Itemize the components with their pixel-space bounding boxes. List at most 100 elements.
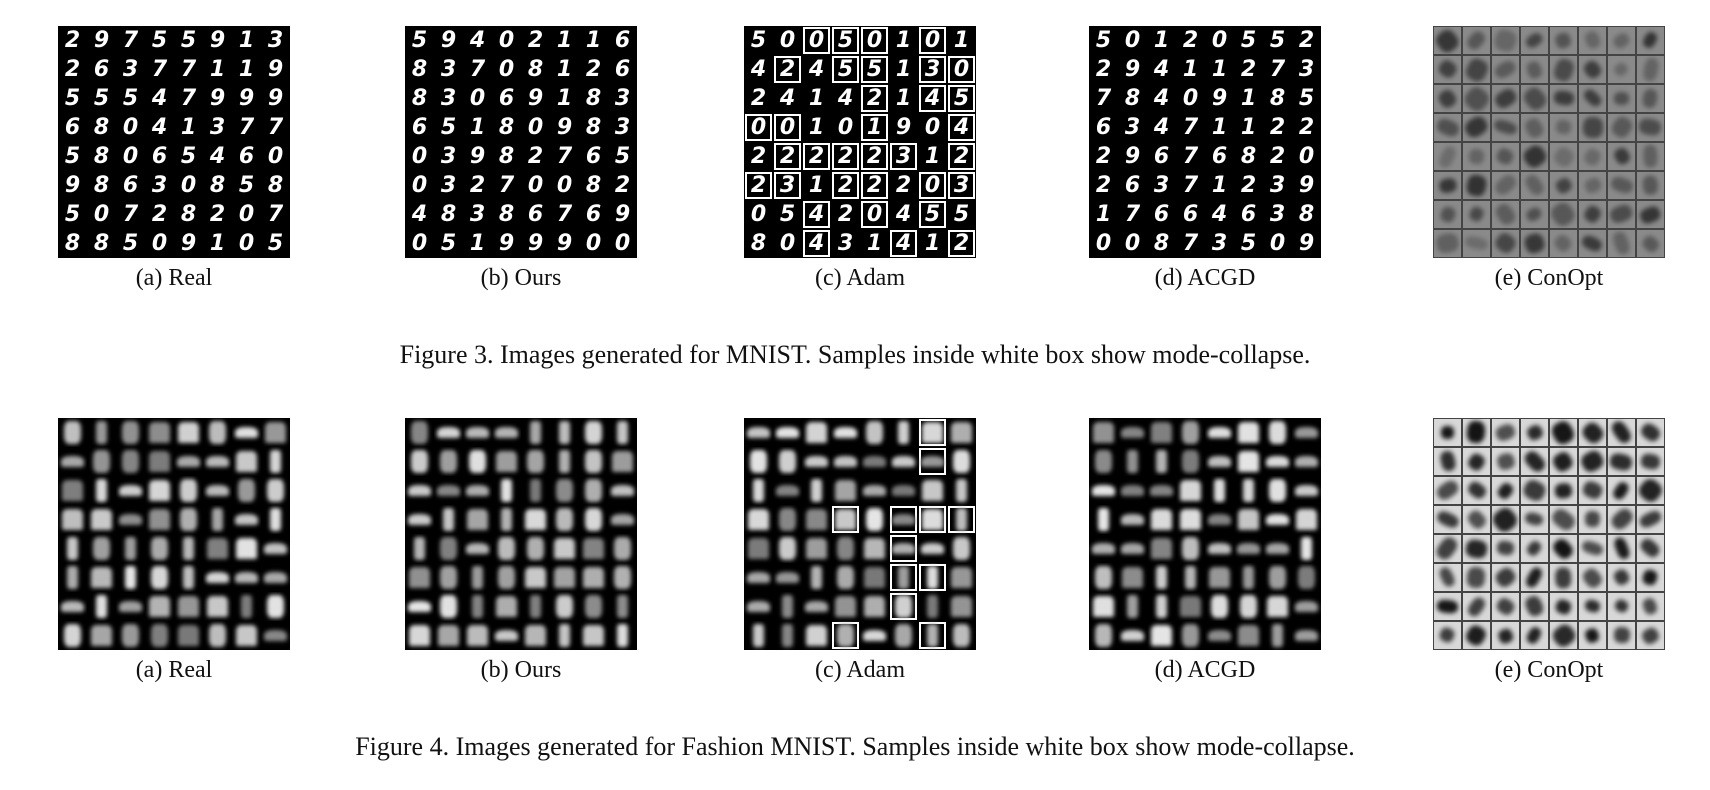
sample-cell: 8 [405, 84, 434, 113]
sample-cell [174, 418, 203, 447]
sample-digit: 2 [1269, 143, 1286, 169]
sample-cell: 1 [1147, 26, 1176, 55]
sample-image [182, 565, 194, 590]
sample-digit: 0 [779, 230, 796, 256]
sample-cell [1462, 84, 1491, 113]
sample-digit: 3 [469, 201, 486, 227]
sample-image [263, 542, 288, 555]
sample-cell: 9 [261, 55, 290, 84]
sample-digit: 0 [866, 27, 883, 53]
sample-image [556, 507, 573, 532]
sample-image [440, 594, 457, 619]
sample-cell: 3 [1263, 171, 1292, 200]
sample-cell [261, 476, 290, 505]
sample-cell: 8 [744, 229, 773, 258]
sample-image [1581, 87, 1604, 110]
sample-cell [492, 418, 521, 447]
sample-cell [1176, 621, 1205, 650]
sample-digit: 3 [440, 143, 457, 169]
sample-cell [463, 418, 492, 447]
sample-cell: 5 [58, 84, 87, 113]
sample-cell [1118, 563, 1147, 592]
sample-image [1120, 484, 1145, 497]
sample-cell [1176, 505, 1205, 534]
sample-image [211, 507, 223, 532]
sample-digit: 6 [93, 56, 110, 82]
sample-digit: 7 [556, 143, 573, 169]
sample-cell: 2 [58, 55, 87, 84]
sample-image [1640, 233, 1661, 254]
sample-image [746, 571, 771, 584]
sample-image [554, 538, 575, 559]
sample-cell [1607, 200, 1636, 229]
sample-cell: 1 [579, 26, 608, 55]
sample-cell [58, 476, 87, 505]
sample-image [91, 625, 112, 646]
sample-cell: 6 [1147, 200, 1176, 229]
sample-cell: 1 [918, 142, 947, 171]
fig4-label-real: (a) Real [135, 657, 213, 683]
sample-cell: 8 [58, 229, 87, 258]
sample-image [1582, 29, 1603, 52]
sample-cell [1433, 621, 1462, 650]
sample-image [748, 509, 769, 530]
sample-digit: 2 [953, 143, 970, 169]
sample-digit: 2 [837, 143, 854, 169]
sample-cell: 5 [434, 113, 463, 142]
sample-cell: 2 [1292, 113, 1321, 142]
sample-image [1637, 477, 1664, 504]
sample-cell: 1 [1234, 84, 1263, 113]
sample-digit: 7 [122, 27, 139, 53]
sample-cell [492, 447, 521, 476]
sample-cell [492, 592, 521, 621]
sample-image [240, 594, 252, 619]
sample-image [180, 507, 197, 532]
sample-image [833, 455, 858, 468]
sample-cell: 1 [232, 55, 261, 84]
sample-cell [550, 563, 579, 592]
sample-image [837, 536, 854, 561]
sample-image [236, 538, 257, 559]
sample-image [1267, 596, 1288, 617]
sample-digit: 9 [498, 230, 515, 256]
sample-image [267, 594, 284, 619]
sample-cell [174, 621, 203, 650]
sample-cell [1118, 505, 1147, 534]
sample-image [1120, 629, 1145, 642]
sample-image [234, 513, 259, 526]
sample-image [209, 420, 226, 445]
sample-digit: 1 [953, 27, 970, 53]
sample-image [583, 538, 604, 559]
sample-cell [261, 505, 290, 534]
sample-digit: 4 [808, 201, 825, 227]
sample-cell [1147, 418, 1176, 447]
sample-cell [1491, 142, 1520, 171]
sample-image [1551, 449, 1576, 474]
sample-image [411, 449, 428, 474]
sample-digit: 6 [498, 85, 515, 111]
fig4-panel-adam [744, 418, 976, 650]
sample-image [93, 449, 110, 474]
sample-cell: 4 [947, 113, 976, 142]
sample-cell: 8 [492, 142, 521, 171]
sample-cell [1549, 142, 1578, 171]
sample-cell [1263, 563, 1292, 592]
sample-image [1584, 511, 1601, 528]
sample-cell [1462, 200, 1491, 229]
sample-digit: 8 [750, 230, 767, 256]
sample-digit: 8 [498, 143, 515, 169]
sample-image [494, 629, 519, 642]
sample-image [124, 565, 136, 590]
sample-cell [579, 505, 608, 534]
sample-cell [492, 621, 521, 650]
sample-image [527, 449, 544, 474]
sample-cell [1462, 592, 1491, 621]
sample-image [1300, 536, 1312, 561]
sample-cell: 3 [434, 171, 463, 200]
sample-digit: 6 [151, 143, 168, 169]
sample-cell [860, 534, 889, 563]
sample-cell: 0 [860, 200, 889, 229]
